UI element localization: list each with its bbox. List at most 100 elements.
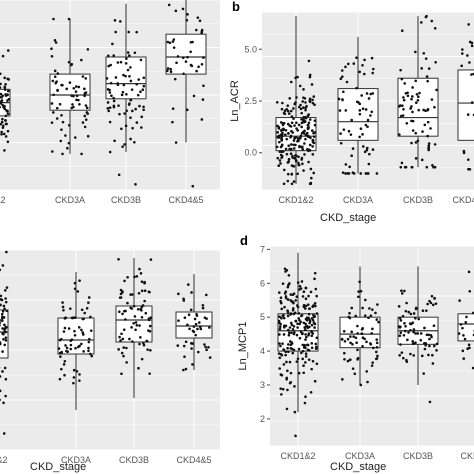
data-point [286, 328, 290, 332]
data-point [174, 9, 178, 13]
box-iqr [165, 33, 207, 75]
data-point [356, 324, 359, 328]
data-point [66, 146, 69, 150]
data-point [105, 77, 109, 80]
y-tick-label: 0.0 [244, 148, 257, 158]
data-point [412, 328, 416, 331]
data-point [405, 122, 409, 125]
data-point [295, 121, 298, 124]
data-point [277, 319, 281, 323]
box-CKD1&2 [0, 250, 9, 435]
data-point [361, 107, 365, 111]
data-point [341, 98, 344, 101]
data-point [60, 128, 63, 131]
data-point [314, 347, 318, 350]
data-point [361, 344, 364, 348]
data-point [121, 145, 124, 148]
data-point [341, 171, 345, 174]
data-point [77, 85, 81, 89]
data-point [468, 289, 472, 293]
data-point [285, 407, 289, 411]
panel-letter: b [232, 0, 240, 14]
data-point [200, 31, 203, 35]
data-point [414, 50, 417, 54]
data-point [401, 104, 404, 108]
data-point [371, 67, 375, 71]
data-point [129, 66, 132, 69]
data-point [73, 316, 77, 320]
data-point [129, 79, 133, 83]
data-point [121, 90, 125, 94]
data-point [282, 316, 286, 320]
data-point [106, 88, 110, 91]
data-point [410, 119, 413, 123]
data-point [370, 364, 374, 367]
data-point [3, 76, 6, 80]
data-point [368, 307, 371, 310]
data-point [414, 141, 418, 144]
data-point [365, 370, 369, 373]
data-point [2, 337, 5, 341]
data-point [130, 326, 133, 329]
data-point [166, 69, 169, 73]
data-point [304, 352, 308, 356]
data-point [61, 305, 65, 309]
data-point [109, 63, 113, 67]
data-point [75, 94, 79, 98]
data-point [167, 3, 171, 7]
data-point [285, 360, 288, 364]
data-point [133, 315, 137, 318]
data-point [88, 337, 91, 341]
data-point [307, 59, 311, 63]
data-point [61, 120, 65, 124]
data-point [84, 118, 88, 121]
data-point [0, 321, 2, 325]
outlier-point [134, 183, 137, 186]
data-point [275, 145, 279, 149]
data-point [306, 134, 309, 138]
data-point [309, 290, 313, 294]
data-point [148, 372, 151, 375]
data-point [355, 56, 358, 59]
data-point [303, 153, 306, 156]
box-CKD4&5 [457, 270, 474, 370]
data-point [340, 69, 344, 72]
data-point [369, 92, 373, 96]
data-point [411, 129, 415, 132]
data-point [467, 343, 471, 347]
data-point [119, 60, 123, 64]
data-point [414, 157, 418, 160]
data-point [208, 356, 212, 359]
box-CKD3A [49, 17, 91, 156]
data-point [425, 309, 428, 312]
data-point [134, 321, 138, 324]
data-point [302, 303, 306, 307]
data-point [303, 326, 307, 329]
data-point [359, 127, 363, 130]
data-point [431, 303, 435, 307]
data-point [435, 349, 438, 352]
data-point [185, 18, 189, 22]
data-point [371, 71, 375, 75]
data-point [461, 326, 464, 330]
data-point [61, 152, 64, 156]
data-point [81, 317, 85, 321]
data-point [80, 58, 83, 62]
data-point [297, 139, 300, 143]
data-point [140, 280, 144, 284]
data-point [295, 127, 298, 130]
data-point [111, 42, 114, 46]
data-point [190, 347, 193, 350]
data-point [0, 100, 2, 104]
data-point [292, 325, 296, 328]
data-point [361, 336, 365, 340]
data-point [74, 85, 78, 88]
data-point [422, 108, 425, 112]
data-point [360, 332, 364, 335]
data-point [114, 30, 117, 34]
data-point [351, 367, 355, 370]
data-point [128, 54, 131, 57]
data-point [131, 340, 134, 343]
data-point [292, 139, 296, 142]
data-point [299, 107, 303, 111]
